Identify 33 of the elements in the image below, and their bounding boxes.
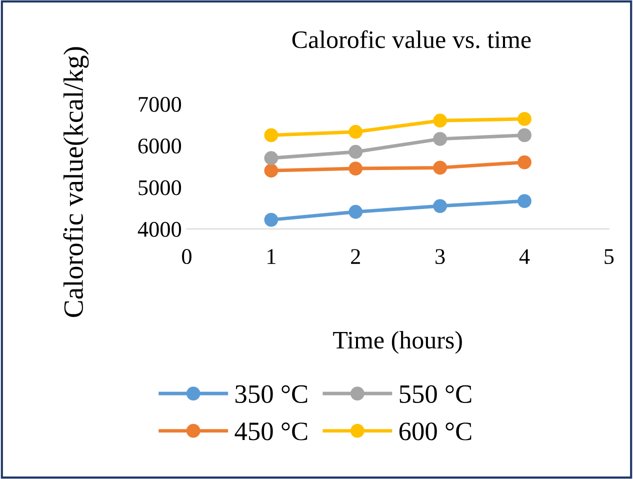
x-tick-label: 3 bbox=[436, 249, 445, 264]
x-tick-label: 2 bbox=[351, 249, 360, 264]
point bbox=[348, 162, 363, 176]
x-tick-label: 0 bbox=[182, 249, 192, 264]
x-tick-label: 5 bbox=[604, 249, 614, 264]
legend-label: 600 °C bbox=[399, 422, 472, 440]
legend-label: 450 °C bbox=[234, 422, 308, 440]
legend-label: 350 °C bbox=[236, 385, 308, 404]
point bbox=[264, 164, 278, 178]
point bbox=[433, 114, 448, 128]
point bbox=[348, 144, 363, 159]
point bbox=[518, 155, 532, 170]
y-tick-label: 6000 bbox=[138, 138, 182, 154]
point bbox=[433, 132, 448, 146]
y-tick-label: 4000 bbox=[138, 222, 182, 237]
point bbox=[433, 160, 448, 175]
y-tick-label: 5000 bbox=[138, 180, 182, 196]
chart-title: Calorofic value vs. time bbox=[292, 30, 531, 48]
point bbox=[433, 199, 448, 213]
point bbox=[518, 194, 532, 208]
x-tick-label: 4 bbox=[519, 249, 530, 264]
point bbox=[518, 112, 532, 126]
point bbox=[518, 128, 532, 142]
x-tick-label: 1 bbox=[268, 249, 276, 264]
x-axis-title: Time (hours) bbox=[333, 331, 462, 354]
legend-label: 550 °C bbox=[400, 385, 472, 404]
y-tick-label: 7000 bbox=[138, 96, 182, 112]
point bbox=[264, 151, 278, 166]
point bbox=[264, 212, 278, 227]
point bbox=[348, 124, 363, 139]
point bbox=[264, 128, 278, 142]
point bbox=[348, 204, 363, 219]
y-axis-title: Calorofic value(kcal/kg) bbox=[63, 47, 89, 318]
